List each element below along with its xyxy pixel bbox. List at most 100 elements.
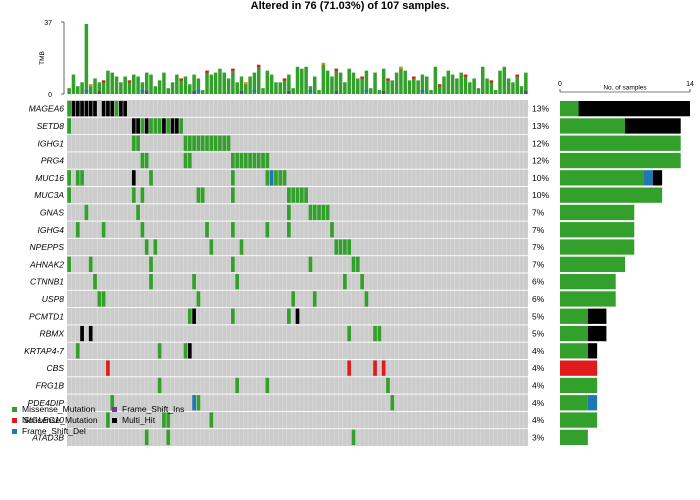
mutation-cell-missense [282, 170, 287, 186]
percent-label: 6% [532, 277, 545, 287]
tmb-bar-other [399, 66, 403, 69]
mutation-cell-multi_hit [295, 308, 300, 324]
tmb-bar [450, 74, 455, 94]
tmb-bar [93, 78, 97, 94]
tmb-bar [252, 72, 257, 94]
mutation-cell-missense [209, 412, 214, 428]
tmb-axis-label: TMB [39, 51, 46, 65]
tmb-bar [209, 74, 214, 94]
samples-bar-missense [560, 308, 588, 324]
tmb-bar [399, 66, 403, 94]
tmb-bar-nonsense [282, 78, 287, 81]
gene-label: GNAS [40, 207, 64, 217]
mutation-cell-missense [235, 274, 240, 290]
mutation-cell-missense [179, 118, 184, 134]
tmb-bar-nonsense [231, 68, 235, 71]
tmb-bar [424, 76, 429, 94]
mutation-cell-missense [140, 152, 145, 169]
tmb-bar [200, 90, 205, 94]
tmb-bar [459, 72, 463, 94]
mutation-cell-missense [131, 135, 136, 151]
mutation-cell-missense [231, 256, 235, 272]
tmb-bar [429, 90, 433, 94]
gene-label: NPEPPS [30, 242, 65, 252]
mutation-cell-missense [166, 429, 171, 445]
mutation-cell-missense [153, 239, 158, 255]
mutation-cell-multi_hit [71, 101, 76, 117]
mutation-cell-missense [196, 135, 201, 151]
mutation-cell-missense [80, 170, 84, 186]
mutation-cell-missense [235, 377, 240, 394]
tmb-bar-other [244, 82, 248, 85]
mutation-cell-missense [231, 152, 235, 169]
tmb-bar [416, 80, 420, 94]
tmb-bar [235, 82, 239, 94]
mutation-cell-missense [377, 325, 382, 342]
mutation-cell-frame_shift_del [269, 170, 274, 186]
gene-label: KRTAP4-7 [24, 346, 64, 356]
tmb-bar [360, 76, 364, 94]
mutation-cell-multi_hit [88, 325, 93, 342]
percent-label: 12% [532, 138, 549, 148]
gene-label: IGHG1 [38, 138, 65, 148]
percent-label: 10% [532, 173, 549, 183]
mutation-cell-nonsense [347, 360, 352, 376]
tmb-bar [226, 78, 231, 94]
tmb-bar [485, 78, 489, 94]
mutation-cell-missense [183, 135, 188, 151]
tmb-bar [256, 64, 261, 94]
tmb-bar-fsins [524, 91, 528, 94]
percent-label: 5% [532, 311, 545, 321]
tmb-bar [71, 74, 76, 94]
gene-label: CTNNB1 [30, 277, 64, 287]
mutation-cell-missense [338, 239, 343, 255]
samples-bar-missense [560, 187, 663, 203]
tmb-bar [502, 66, 507, 94]
samples-bar-missense [560, 239, 635, 255]
mutation-cell-multi_hit [80, 325, 84, 342]
samples-bar-missense [560, 377, 598, 394]
tmb-bar-nonsense [437, 84, 442, 87]
tmb-bar-fsdel [140, 90, 145, 93]
mutation-cell-missense [101, 222, 106, 238]
mutation-cell-missense [136, 204, 140, 221]
percent-label: 6% [532, 294, 545, 304]
gene-label: PRG4 [41, 156, 64, 166]
percent-label: 10% [532, 190, 549, 200]
mutation-cell-missense [231, 222, 235, 238]
gene-label: MUC16 [35, 173, 64, 183]
mutation-cell-missense [153, 118, 158, 134]
mutation-cell-missense [243, 152, 248, 169]
tmb-bar-other [321, 62, 326, 65]
tmb-bar [291, 88, 295, 94]
tmb-bar [377, 90, 382, 94]
mutation-cell-missense [317, 204, 321, 221]
tmb-bar [347, 68, 351, 94]
tmb-bar [511, 82, 515, 94]
samples-bar-missense [560, 222, 635, 238]
samples-bar-missense [560, 135, 681, 151]
mutation-cell-missense [67, 118, 72, 134]
mutation-cell-multi_hit [187, 343, 192, 359]
mutation-cell-missense [114, 101, 119, 117]
tmb-bar [127, 80, 132, 94]
tmb-bar [274, 82, 278, 94]
chart-title: Altered in 76 (71.03%) of 107 samples. [251, 0, 450, 12]
tmb-bar [476, 88, 481, 94]
gene-label: ATAD3B [31, 432, 64, 442]
tmb-bar-nonsense [256, 64, 261, 68]
mutation-cell-missense [67, 170, 72, 186]
tmb-bar [231, 68, 235, 94]
percent-label: 13% [532, 121, 549, 131]
mutation-cell-missense [149, 118, 153, 134]
mutation-cell-multi_hit [119, 101, 123, 117]
gene-label: PDE4DIP [28, 398, 65, 408]
tmb-bar [84, 23, 89, 94]
tmb-bar [244, 82, 248, 94]
tmb-bar-fsins [287, 91, 291, 94]
mutation-cell-missense [235, 152, 240, 169]
tmb-bar-nonsense [463, 74, 468, 77]
mutation-cell-missense [101, 291, 106, 307]
tmb-bar [317, 90, 321, 94]
